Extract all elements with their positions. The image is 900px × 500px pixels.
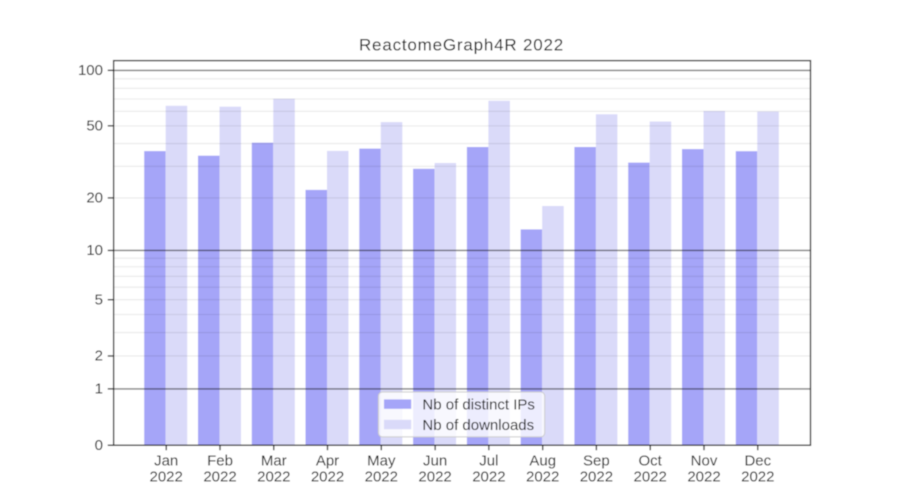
svg-text:10: 10 — [86, 242, 103, 259]
svg-text:100: 100 — [78, 62, 103, 79]
svg-text:2022: 2022 — [150, 469, 183, 486]
svg-text:Nb of downloads: Nb of downloads — [422, 417, 534, 434]
svg-text:2022: 2022 — [526, 469, 559, 486]
svg-text:5: 5 — [95, 291, 103, 308]
svg-text:Nov: Nov — [691, 453, 718, 470]
svg-text:Feb: Feb — [207, 453, 233, 470]
svg-text:2022: 2022 — [580, 469, 613, 486]
svg-text:Jul: Jul — [479, 453, 498, 470]
svg-text:20: 20 — [86, 190, 103, 207]
svg-text:2022: 2022 — [365, 469, 398, 486]
svg-text:2022: 2022 — [687, 469, 720, 486]
svg-text:Aug: Aug — [529, 453, 556, 470]
svg-text:2022: 2022 — [311, 469, 344, 486]
svg-text:2022: 2022 — [741, 469, 774, 486]
svg-text:Dec: Dec — [744, 453, 771, 470]
svg-text:Nb of distinct IPs: Nb of distinct IPs — [422, 397, 535, 414]
svg-text:2022: 2022 — [472, 469, 505, 486]
svg-text:Jun: Jun — [423, 453, 447, 470]
svg-text:Sep: Sep — [583, 453, 610, 470]
svg-text:2022: 2022 — [203, 469, 236, 486]
svg-text:Apr: Apr — [316, 453, 339, 470]
svg-text:1: 1 — [95, 381, 103, 398]
svg-text:2: 2 — [95, 348, 103, 365]
svg-text:2022: 2022 — [257, 469, 290, 486]
svg-text:ReactomeGraph4R 2022: ReactomeGraph4R 2022 — [359, 36, 564, 55]
svg-text:Jan: Jan — [154, 453, 178, 470]
svg-text:2022: 2022 — [634, 469, 667, 486]
svg-text:2022: 2022 — [418, 469, 451, 486]
svg-text:May: May — [367, 453, 396, 470]
svg-text:50: 50 — [86, 118, 103, 135]
svg-text:0: 0 — [95, 437, 103, 454]
svg-text:Oct: Oct — [639, 453, 663, 470]
svg-text:Mar: Mar — [261, 453, 287, 470]
